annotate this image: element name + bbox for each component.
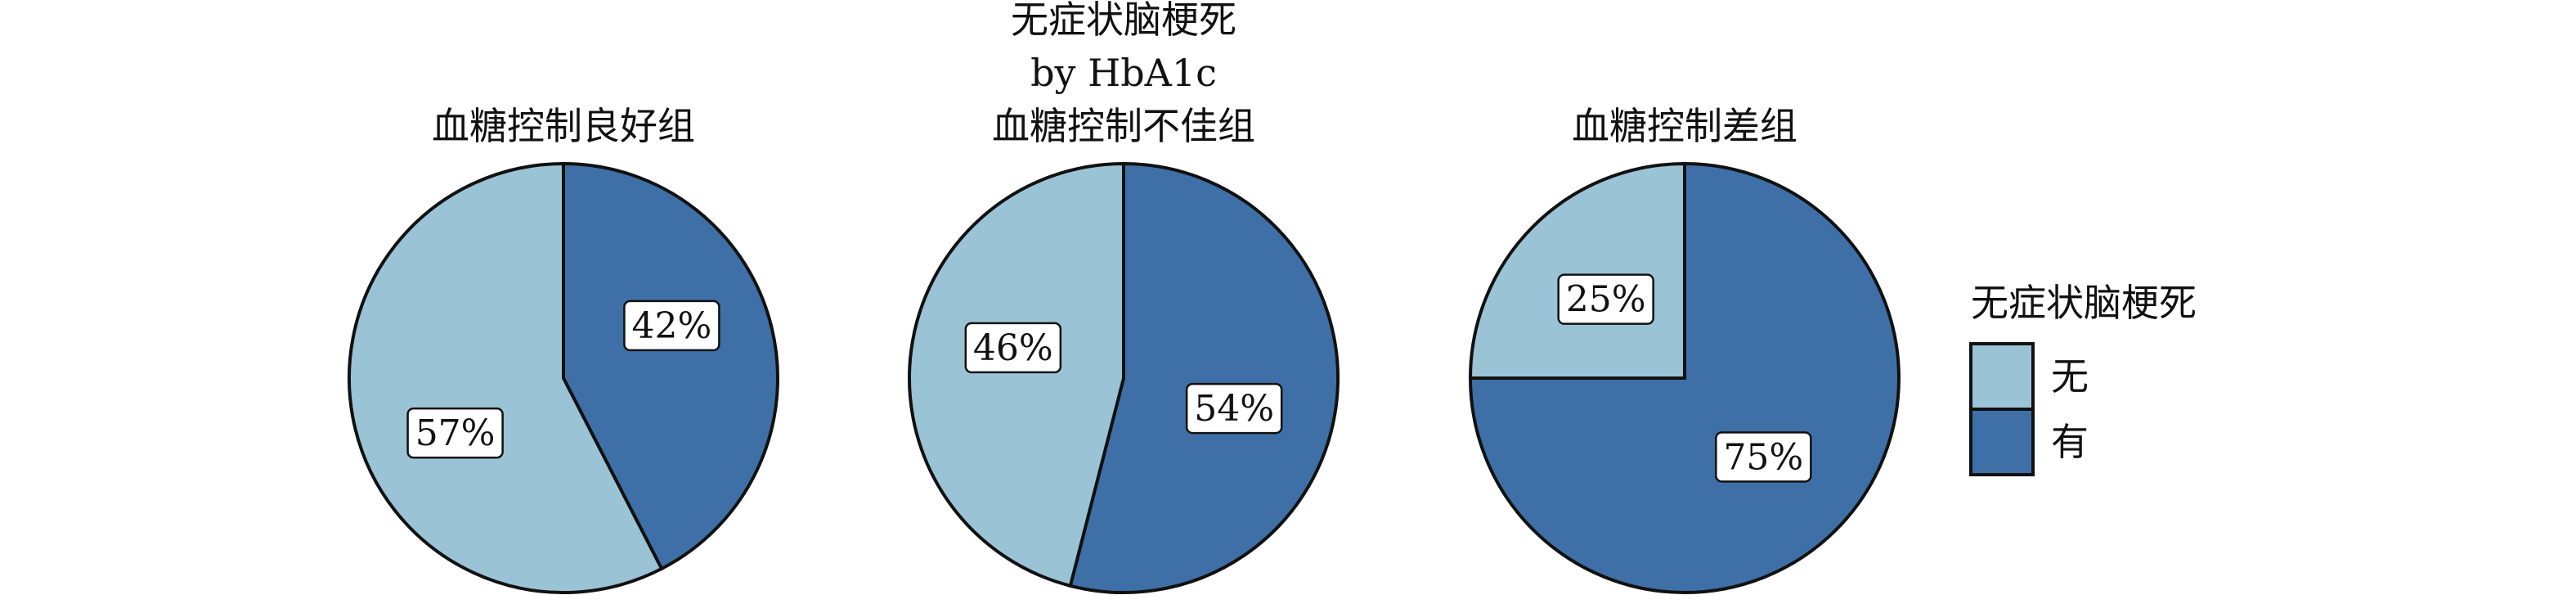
data-label-text: 46% [973, 327, 1053, 369]
figure-title: 无症状脑梗死 by HbA1c [1011, 0, 1236, 95]
pie-slice-no [1468, 161, 1686, 380]
data-label-box [1715, 431, 1812, 483]
pie-slice-yes [1468, 161, 1901, 594]
pie-slice-no [907, 161, 1125, 588]
figure-title-line-2: by HbA1c [1030, 51, 1217, 95]
data-label-yes: 42% [623, 300, 720, 352]
legend-title: 无症状脑梗死 [1971, 281, 2197, 325]
data-label-box [623, 300, 720, 352]
data-label-text: 25% [1566, 279, 1646, 321]
data-label-box [406, 407, 504, 459]
pie-chart-2: 血糖控制不佳组 54% 46% [907, 104, 1340, 594]
legend-label: 有 [2051, 420, 2089, 464]
pie-chart-3: 血糖控制差组 75% 25% [1468, 104, 1901, 594]
data-label-box [1185, 382, 1283, 435]
legend-swatch [1969, 342, 2035, 411]
data-label-text: 57% [415, 412, 496, 454]
data-label-no: 57% [406, 407, 504, 459]
legend-swatch [1969, 408, 2035, 476]
legend: 无症状脑梗死 无有 [1969, 281, 2197, 476]
pie-title: 血糖控制不佳组 [992, 104, 1255, 148]
legend-label: 无 [2051, 354, 2089, 399]
data-label-yes: 54% [1185, 382, 1283, 435]
legend-entry-no: 无 [1969, 342, 2089, 411]
data-label-no: 46% [964, 322, 1062, 374]
pie-slice-no [348, 161, 664, 594]
data-label-no: 25% [1557, 273, 1654, 325]
data-label-text: 42% [632, 305, 712, 347]
pies-group: 血糖控制良好组 42% 57% 血糖控制不佳组 54% 46% 血糖控制差组 75% 25% [348, 104, 1901, 594]
legend-entry-yes: 有 [1969, 408, 2089, 476]
data-label-yes: 75% [1715, 431, 1812, 483]
data-label-box [964, 322, 1062, 374]
pie-slice-yes [562, 161, 779, 571]
pie-chart-1: 血糖控制良好组 42% 57% [348, 104, 779, 594]
pie-title: 血糖控制差组 [1572, 104, 1797, 148]
data-label-box [1557, 273, 1654, 325]
pie-slice-yes [1068, 161, 1340, 594]
legend-entries: 无有 [1969, 342, 2089, 476]
data-label-text: 75% [1723, 436, 1803, 478]
figure-title-line-1: 无症状脑梗死 [1011, 0, 1236, 42]
pie-title: 血糖控制良好组 [432, 104, 695, 148]
data-label-text: 54% [1194, 388, 1274, 430]
